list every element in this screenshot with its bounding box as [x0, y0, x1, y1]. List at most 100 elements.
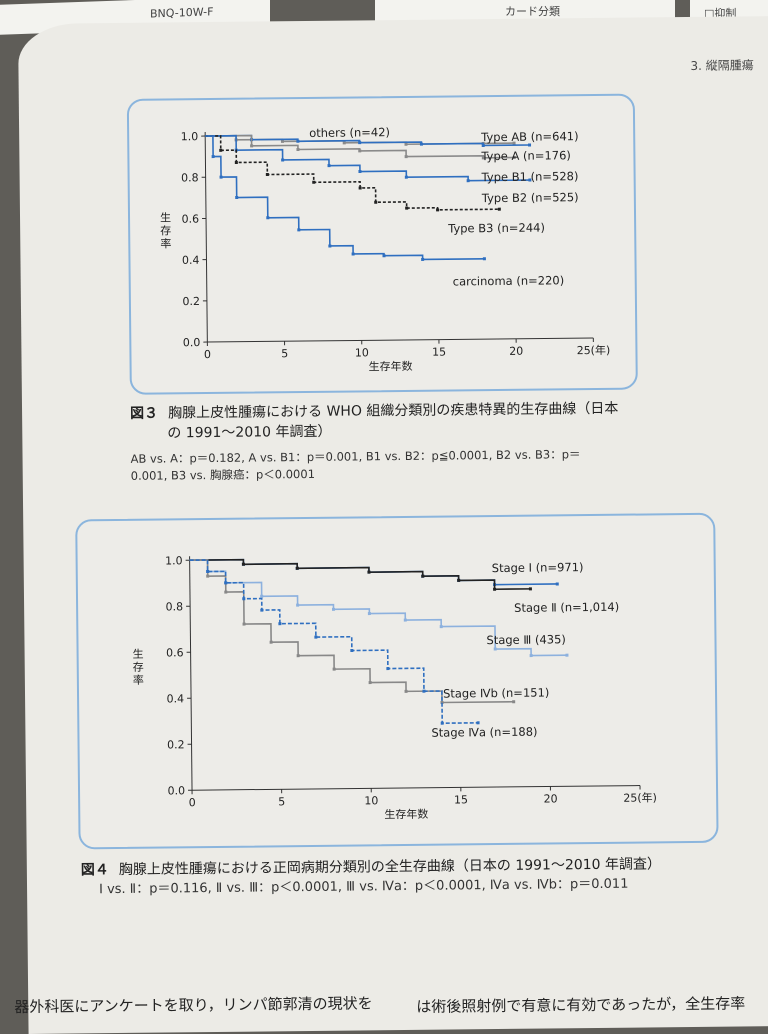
fig4-series-point-3: [206, 575, 209, 578]
fig3-caption-num: 図３: [130, 406, 158, 422]
fig3-note: AB vs. A：p＝0.182, A vs. B1：p＝0.001, B1 v…: [130, 445, 650, 484]
fig3-series-point-1: [528, 143, 531, 146]
fig4-series-point-1: [493, 588, 496, 591]
fig4-series-point-2: [368, 612, 371, 615]
fig3-x-tick-label: 25(年): [577, 343, 611, 357]
fig3-series-label-6: carcinoma (n=220): [453, 273, 565, 288]
fig3-series-label-2: Type A (n=176): [480, 148, 571, 163]
fig4-series-point-4: [441, 722, 444, 725]
fig4-series-point-3: [512, 700, 515, 703]
body-text-right: は術後照射例で有意に有効であったが，全生存率: [416, 992, 745, 1016]
fig3-series-point-3: [467, 179, 470, 182]
fig3-series-point-5: [220, 176, 223, 179]
fig4-series-point-4: [278, 622, 281, 625]
fig4-series-point-1: [457, 579, 460, 582]
fig3-series-point-5: [352, 252, 355, 255]
fig3-caption-line1: 胸腺上皮性腫瘍における WHO 組織分類別の疾患特異的生存曲線（日本: [168, 401, 618, 422]
fig4-x-tick-label: 25(年): [623, 790, 657, 804]
fig4-y-tick-label: 0.4: [167, 692, 185, 705]
fig3-series-point-5: [212, 155, 215, 158]
fig3-y-tick-label: 1.0: [181, 130, 199, 143]
fig3-y-tick-label: 0.6: [181, 213, 199, 226]
fig3-series-point-4: [219, 149, 222, 152]
fig4-series-label-1: Stage Ⅱ (n=1,014): [514, 600, 619, 615]
fig4-series-point-3: [405, 690, 408, 693]
fig3-x-axis: [207, 338, 593, 342]
fig3-x-tick-label: 15: [432, 346, 446, 359]
scrap-middle-text: カード分類: [505, 3, 560, 19]
fig4-x-axis: [192, 786, 640, 791]
fig3-caption: 図３ 胸腺上皮性腫瘍における WHO 組織分類別の疾患特異的生存曲線（日本: [130, 398, 618, 423]
fig4-series-point-2: [296, 604, 299, 607]
fig3-series-point-5: [483, 257, 486, 260]
fig4-caption-text: 胸腺上皮性腫瘍における正岡病期分類別の全生存曲線（日本の 1991〜2010 年…: [119, 856, 661, 878]
fig4-series-point-3: [270, 641, 273, 644]
fig4-series-point-3: [297, 654, 300, 657]
fig4-series-point-1: [296, 567, 299, 570]
fig4-series-line-4: [190, 557, 478, 726]
fig4-x-tick-label: 15: [454, 793, 468, 806]
fig4-series-label-3: Stage Ⅳb (n=151): [443, 685, 549, 700]
fig3-series-point-2: [405, 155, 408, 158]
fig3-y-tick-label: 0.0: [183, 336, 201, 349]
fig4-x-axis-label: 生存年数: [384, 807, 428, 821]
fig3-series-point-1: [482, 144, 485, 147]
fig3-series-point-4: [436, 208, 439, 211]
fig4-series-point-3: [333, 668, 336, 671]
fig4-series-point-0: [556, 582, 559, 585]
fig3-series-point-4: [359, 186, 362, 189]
fig3-series-label-1: Type AB (n=641): [480, 129, 578, 144]
fig3-series-point-4: [235, 161, 238, 164]
fig4-series-point-4: [422, 690, 425, 693]
fig4-series-line-1: [190, 557, 531, 593]
fig4-series-point-2: [530, 654, 533, 657]
fig3-series-label-5: Type B3 (n=244): [447, 220, 545, 235]
body-text-left: 器外科医にアンケートを取り，リンパ節郭清の現状を: [14, 992, 373, 1017]
chapter-header: 3. 縦隔腫瘍: [690, 56, 753, 74]
fig4-series-point-4: [242, 597, 245, 600]
fig4-y-tick-label: 0.0: [167, 784, 185, 797]
fig4-series-point-2: [404, 619, 407, 622]
fig3-series-label-0: others (n=42): [309, 125, 390, 140]
fig4-series-label-4: Stage Ⅳa (n=188): [431, 725, 537, 740]
fig3-x-axis-label: 生存年数: [369, 359, 413, 373]
fig4-series-point-1: [529, 587, 532, 590]
fig3-x-tick-label: 20: [509, 345, 523, 358]
fig4-series-point-4: [224, 581, 227, 584]
fig3-series-point-5: [266, 216, 269, 219]
fig4-series-point-2: [565, 654, 568, 657]
fig4-series-label-0: Stage Ⅰ (n=971): [492, 560, 584, 575]
fig3-x-tick-label: 0: [204, 348, 211, 361]
fig4-note: Ⅰ vs. Ⅱ：p＝0.116, Ⅱ vs. Ⅲ：p＜0.0001, Ⅲ vs.…: [99, 876, 629, 899]
fig3-series-point-0: [404, 143, 407, 146]
fig3-series-point-3: [281, 158, 284, 161]
fig3-y-tick-label: 0.8: [181, 171, 199, 184]
fig3-series-label-4: Type B2 (n=525): [481, 190, 579, 205]
fig3-y-tick-label: 0.2: [182, 295, 200, 308]
fig4-series-point-3: [369, 681, 372, 684]
fig3-series-point-2: [358, 149, 361, 152]
fig3-series-point-2: [296, 148, 299, 151]
fig3-series-label-3: Type B1 (n=528): [481, 169, 579, 184]
fig4-y-tick-label: 0.8: [166, 600, 184, 613]
fig4-series-point-4: [206, 570, 209, 573]
fig4-series-point-1: [421, 575, 424, 578]
fig3-caption-cont: の 1991〜2010 年調査）: [167, 421, 331, 443]
fig3-series-point-4: [312, 181, 315, 184]
fig3-series-point-4: [498, 208, 501, 211]
fig4-y-tick-label: 0.2: [167, 738, 185, 751]
fig3-series-point-1: [358, 141, 361, 144]
fig3-series-point-3: [328, 164, 331, 167]
fig3-series-line-4: [205, 133, 499, 212]
fig4-x-tick-label: 5: [278, 795, 285, 808]
fig4-series-point-4: [314, 636, 317, 639]
fig3-series-point-5: [421, 258, 424, 261]
fig4-series-line-3: [190, 557, 514, 705]
fig3-series-point-0: [343, 141, 346, 144]
fig3-series-point-3: [405, 176, 408, 179]
fig3-series-point-3: [358, 170, 361, 173]
